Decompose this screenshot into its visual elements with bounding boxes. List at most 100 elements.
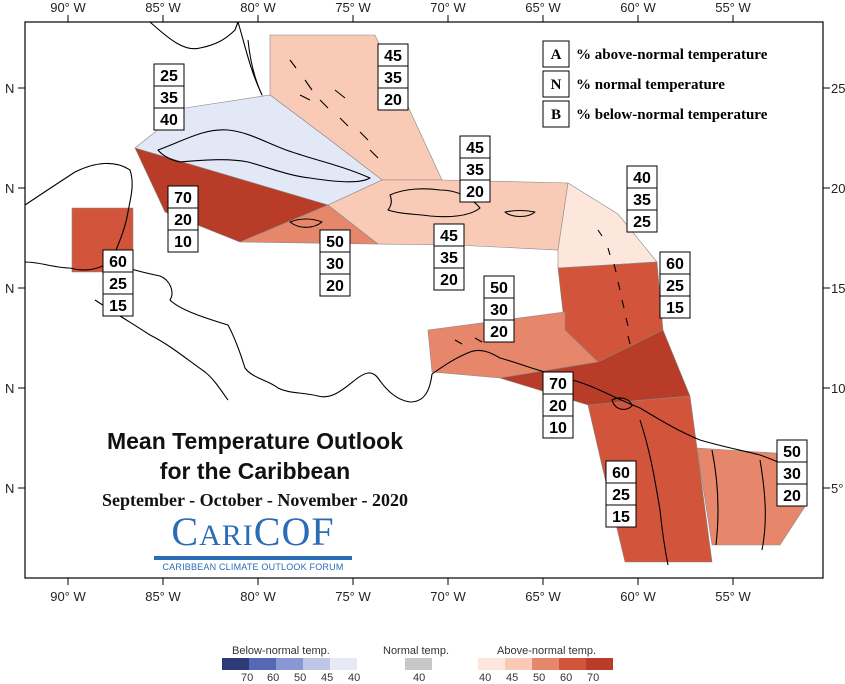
normal-value: 35 (633, 192, 651, 209)
prob-stack-windward[interactable]: 60 25 15 (659, 251, 691, 319)
below-value: 10 (549, 420, 567, 437)
prob-stack-bahamas[interactable]: 45 35 20 (377, 43, 409, 111)
logo-wordmark: CARICOF (148, 512, 358, 556)
axis-ticks (18, 15, 830, 585)
below-value: 15 (666, 300, 684, 317)
legend-key-letter: N (551, 77, 562, 93)
below-value: 20 (384, 92, 402, 109)
below-value: 15 (109, 298, 127, 315)
tick-label: 80° W (240, 589, 276, 604)
tick-label: 25 (831, 81, 845, 96)
colorbar (222, 658, 613, 670)
legend-key-box (542, 70, 570, 98)
logo-underline (154, 556, 352, 560)
probability-boxes: 25 35 40 45 35 20 70 20 10 60 25 15 50 3… (102, 43, 808, 528)
legend-label: % normal temperature (576, 77, 725, 93)
above-value: 70 (174, 190, 192, 207)
normal-value: 20 (174, 212, 192, 229)
coastlines (24, 21, 807, 566)
prob-stack-south-jamaica[interactable]: 50 30 20 (319, 229, 351, 297)
below-value: 20 (440, 272, 458, 289)
below-value: 25 (633, 214, 651, 231)
prob-stack-cuba[interactable]: 25 35 40 (153, 63, 185, 131)
colorbar-swatch (405, 658, 432, 670)
colorbar-above-title: Above-normal temp. (497, 645, 597, 657)
legend-key-letter: B (551, 107, 561, 123)
tick-label: 70° W (430, 589, 466, 604)
tick-label: N (5, 181, 14, 196)
colorbar-below-title: Below-normal temp. (232, 645, 330, 657)
below-value: 20 (466, 184, 484, 201)
colorbar-label: 40 (348, 672, 361, 684)
left-tick-labels: N N N N N (5, 81, 14, 496)
tick-label: 65° W (525, 589, 561, 604)
tick-label: 60° W (620, 0, 656, 15)
colorbar-swatch (559, 658, 586, 670)
prob-stack-belize[interactable]: 60 25 15 (102, 249, 134, 317)
prob-stack-guyana[interactable]: 60 25 15 (605, 460, 637, 528)
tick-label: 55° W (715, 0, 751, 15)
tick-label: 90° W (50, 589, 86, 604)
prob-stack-trinidad[interactable]: 70 20 10 (542, 371, 574, 439)
above-value: 60 (612, 465, 630, 482)
colorbar-swatch (505, 658, 532, 670)
colorbar-swatch (532, 658, 559, 670)
tick-label: 5° (831, 481, 843, 496)
normal-value: 35 (160, 90, 178, 107)
tick-label: N (5, 281, 14, 296)
above-value: 40 (633, 170, 651, 187)
legend-key-box (542, 100, 570, 128)
tick-label: 15 (831, 281, 845, 296)
below-value: 10 (174, 234, 192, 251)
prob-stack-hispaniola[interactable]: 45 35 20 (459, 135, 491, 203)
prob-stack-leeward[interactable]: 40 35 25 (626, 165, 658, 233)
colorbar-swatch (478, 658, 505, 670)
prob-stack-suriname[interactable]: 50 30 20 (776, 439, 808, 507)
normal-value: 25 (109, 276, 127, 293)
colorbar-label: 45 (321, 672, 334, 684)
tick-label: 85° W (145, 589, 181, 604)
legend-key-box (542, 40, 570, 68)
tick-label: N (5, 81, 14, 96)
colorbar-label: 60 (560, 672, 573, 684)
logo-subtitle: CARIBBEAN CLIMATE OUTLOOK FORUM (162, 562, 344, 572)
tick-label: 65° W (525, 0, 561, 15)
above-value: 45 (384, 48, 402, 65)
prob-stack-abc[interactable]: 50 30 20 (483, 275, 515, 343)
logo-mid: ARI (199, 519, 254, 552)
tick-label: 60° W (620, 589, 656, 604)
normal-value: 25 (612, 487, 630, 504)
below-value: 15 (612, 509, 630, 526)
tick-label: 10 (831, 381, 845, 396)
tick-label: 90° W (50, 0, 86, 15)
colorbar-label: 45 (506, 672, 519, 684)
normal-value: 35 (384, 70, 402, 87)
below-value: 40 (160, 112, 178, 129)
normal-value: 35 (440, 250, 458, 267)
caricof-logo: CARICOF CARIBBEAN CLIMATE OUTLOOK FORUM (148, 512, 358, 572)
above-value: 25 (160, 68, 178, 85)
normal-value: 35 (466, 162, 484, 179)
logo-cap: C (171, 509, 200, 554)
colorbar-swatch (222, 658, 249, 670)
normal-value: 30 (783, 466, 801, 483)
colorbar-normal (405, 658, 432, 670)
above-value: 50 (783, 444, 801, 461)
tick-label: 75° W (335, 589, 371, 604)
colorbar-swatch (330, 658, 357, 670)
map-title: Mean Temperature Outlook (106, 428, 404, 454)
prob-stack-hispaniola-south[interactable]: 45 35 20 (433, 223, 465, 291)
tick-label: N (5, 381, 14, 396)
tick-label: 20 (831, 181, 845, 196)
tick-label: 55° W (715, 589, 751, 604)
tick-label: 80° W (240, 0, 276, 15)
colorbar-swatch (249, 658, 276, 670)
above-value: 45 (440, 228, 458, 245)
colorbar-normal-title: Normal temp. (383, 645, 450, 657)
outlook-period: September - October - November - 2020 (102, 490, 408, 510)
above-value: 50 (490, 280, 508, 297)
tick-label: 75° W (335, 0, 371, 15)
colorbar-label: 70 (587, 672, 600, 684)
prob-stack-jamaica-cayman[interactable]: 70 20 10 (167, 185, 199, 253)
